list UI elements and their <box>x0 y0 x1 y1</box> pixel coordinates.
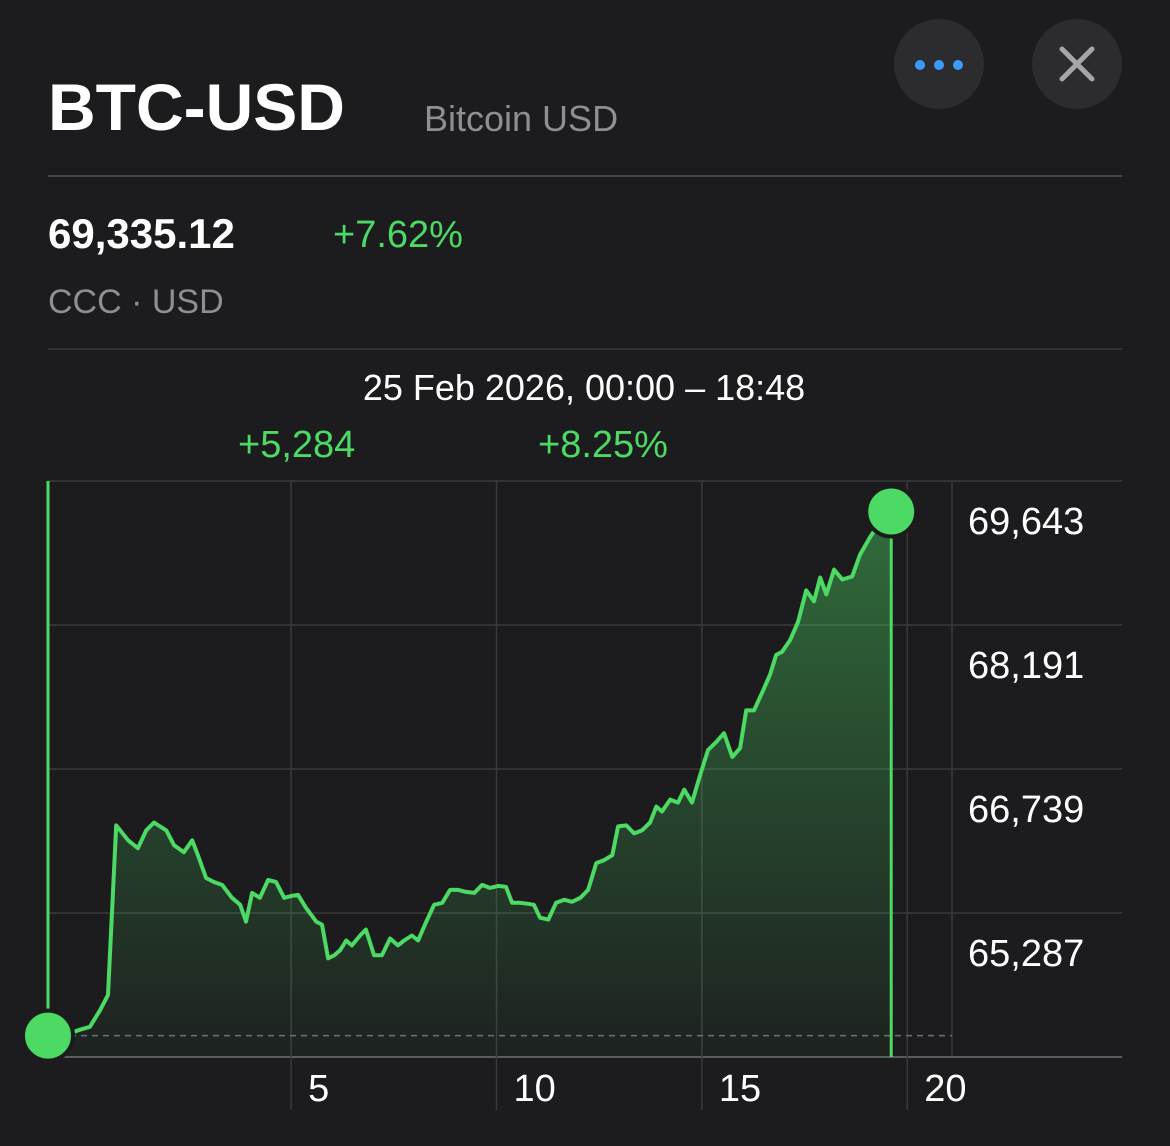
range-change: +5,284 <box>238 424 355 466</box>
dot-icon[interactable] <box>934 60 944 70</box>
start-dot <box>21 1008 75 1063</box>
y-tick-label: 66,739 <box>968 789 1084 831</box>
end-dot <box>864 484 919 539</box>
more-button[interactable] <box>894 19 984 109</box>
close-icon[interactable] <box>1059 46 1095 82</box>
change-percent: +7.62% <box>333 214 463 256</box>
x-tick-label: 20 <box>924 1068 966 1110</box>
x-tick-label: 15 <box>719 1068 761 1110</box>
symbol: BTC-USD <box>48 70 345 144</box>
price-line <box>46 509 894 1039</box>
exchange: CCC · USD <box>48 283 224 321</box>
close-button[interactable] <box>1032 19 1122 109</box>
y-tick-label: 68,191 <box>968 645 1084 687</box>
area <box>48 511 892 1057</box>
range-label: 25 Feb 2026, 00:00 – 18:48 <box>363 367 805 408</box>
y-tick-label: 65,287 <box>968 933 1084 975</box>
dot-icon[interactable] <box>915 60 925 70</box>
price: 69,335.12 <box>48 210 235 257</box>
dot-icon[interactable] <box>953 60 963 70</box>
y-tick-label: 69,643 <box>968 501 1084 543</box>
x-tick-label: 10 <box>514 1068 556 1110</box>
range-change-percent: +8.25% <box>538 424 668 466</box>
x-tick-label: 5 <box>308 1068 329 1110</box>
company-name: Bitcoin USD <box>424 98 618 139</box>
